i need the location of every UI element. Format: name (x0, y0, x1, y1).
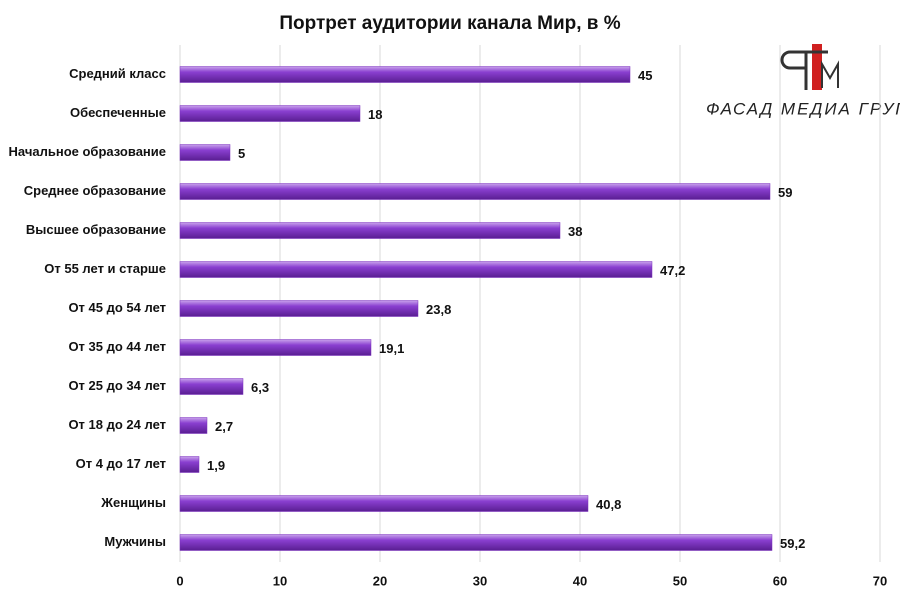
x-tick-label: 20 (373, 573, 387, 588)
chart-title: Портрет аудитории канала Мир, в % (279, 13, 620, 34)
bar (179, 534, 773, 551)
data-label: 45 (638, 68, 652, 83)
logo-shape (821, 60, 839, 88)
x-tick-label: 70 (873, 573, 887, 588)
logo-shape (812, 44, 822, 90)
bar (179, 456, 200, 473)
x-tick-label: 40 (573, 573, 587, 588)
y-tick-label: Обеспеченные (70, 105, 166, 120)
data-label: 6,3 (251, 380, 269, 395)
y-tick-label: Мужчины (104, 534, 166, 549)
x-tick-label: 10 (273, 573, 287, 588)
data-label: 19,1 (379, 341, 404, 356)
y-tick-label: От 55 лет и старше (44, 261, 166, 276)
x-tick-label: 30 (473, 573, 487, 588)
x-tick-label: 0 (176, 573, 183, 588)
bar (179, 144, 231, 161)
data-label: 1,9 (207, 458, 225, 473)
data-label: 18 (368, 107, 382, 122)
x-tick-label: 60 (773, 573, 787, 588)
bar (179, 339, 372, 356)
data-label: 47,2 (660, 263, 685, 278)
bar (179, 222, 561, 239)
bar (179, 66, 631, 83)
bar (179, 105, 361, 122)
y-tick-label: От 18 до 24 лет (68, 417, 166, 432)
y-tick-label: От 35 до 44 лет (68, 339, 166, 354)
bar (179, 300, 419, 317)
data-label: 2,7 (215, 419, 233, 434)
logo: ФАСАД МЕДИА ГРУПП (706, 44, 900, 118)
y-tick-label: От 25 до 34 лет (68, 378, 166, 393)
data-label: 59 (778, 185, 792, 200)
data-label: 23,8 (426, 302, 451, 317)
y-tick-label: Среднее образование (24, 183, 166, 198)
data-label: 40,8 (596, 497, 621, 512)
data-label: 59,2 (780, 536, 805, 551)
logo-text: ФАСАД МЕДИА ГРУПП (706, 99, 900, 118)
y-tick-label: Высшее образование (26, 222, 166, 237)
logo-shape (780, 50, 828, 90)
bar (179, 183, 771, 200)
data-label: 38 (568, 224, 582, 239)
bar (179, 495, 589, 512)
bar (179, 417, 208, 434)
y-tick-label: Средний класс (69, 66, 166, 81)
bar (179, 261, 653, 278)
y-tick-label: От 45 до 54 лет (68, 300, 166, 315)
y-tick-label: Начальное образование (9, 144, 166, 159)
bar (179, 378, 244, 395)
x-tick-label: 50 (673, 573, 687, 588)
data-label: 5 (238, 146, 245, 161)
y-tick-label: Женщины (100, 495, 166, 510)
y-tick-label: От 4 до 17 лет (76, 456, 166, 471)
